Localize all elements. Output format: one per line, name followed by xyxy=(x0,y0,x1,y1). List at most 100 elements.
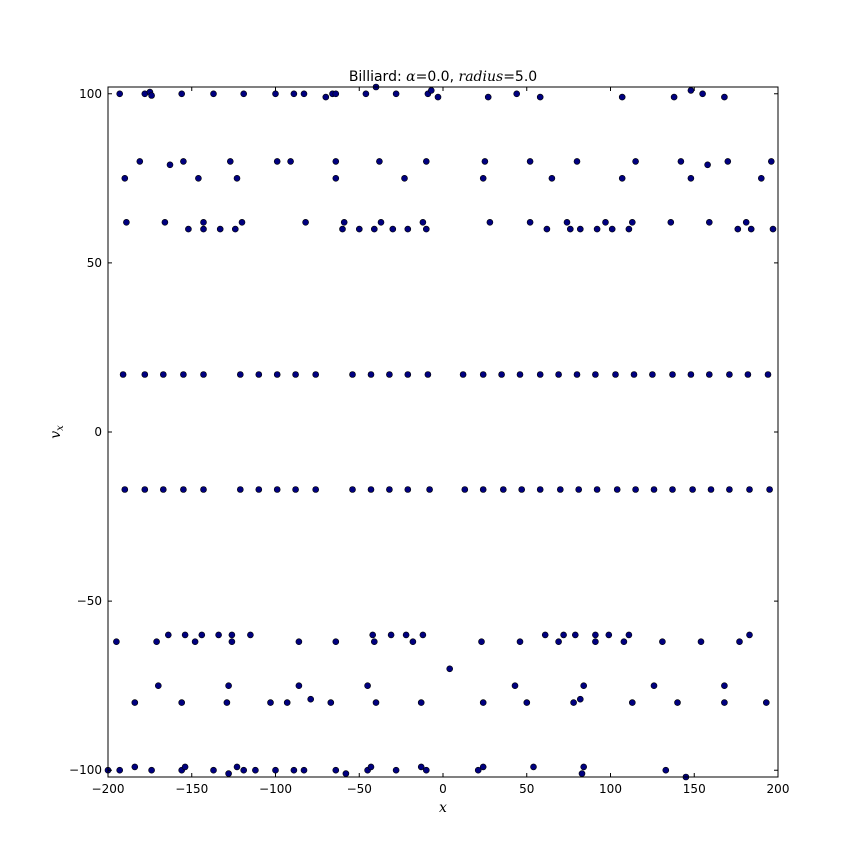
scatter-point-57 xyxy=(200,225,207,233)
scatter-point-106 xyxy=(498,371,505,378)
scatter-point-119 xyxy=(744,371,752,378)
scatter-point-51 xyxy=(724,158,732,165)
scatter-point-81 xyxy=(625,225,633,233)
scatter-point-219 xyxy=(225,770,232,777)
scatter-point-41 xyxy=(479,175,487,182)
scatter-point-24 xyxy=(687,87,695,94)
x-tick-label-3: −50 xyxy=(347,782,372,796)
scatter-point-182 xyxy=(625,631,633,639)
scatter-point-217 xyxy=(181,763,189,771)
scatter-point-98 xyxy=(312,371,320,378)
scatter-point-230 xyxy=(392,766,400,774)
scatter-point-79 xyxy=(602,219,609,226)
scatter-point-36 xyxy=(332,158,340,165)
scatter-point-196 xyxy=(327,699,335,706)
scatter-point-232 xyxy=(422,766,430,774)
scatter-point-197 xyxy=(364,682,371,690)
scatter-point-95 xyxy=(255,371,263,378)
scatter-point-131 xyxy=(349,486,356,493)
scatter-point-145 xyxy=(632,486,639,493)
scatter-point-92 xyxy=(180,371,187,378)
scatter-point-202 xyxy=(523,699,531,706)
scatter-point-99 xyxy=(349,371,356,378)
x-tick-label-7: 150 xyxy=(683,782,706,796)
scatter-point-238 xyxy=(662,766,670,774)
scatter-point-123 xyxy=(160,486,167,493)
scatter-point-73 xyxy=(526,219,534,226)
scatter-point-112 xyxy=(612,371,619,378)
scatter-point-97 xyxy=(292,371,299,378)
scatter-point-200 xyxy=(479,699,487,706)
scatter-point-170 xyxy=(419,631,427,639)
scatter-point-146 xyxy=(650,486,658,493)
scatter-point-201 xyxy=(511,682,519,690)
scatter-point-156 xyxy=(181,631,189,639)
scatter-point-35 xyxy=(287,158,294,165)
title-radius-symbol: radius xyxy=(459,69,504,85)
scatter-point-143 xyxy=(593,486,601,493)
scatter-point-136 xyxy=(461,486,469,493)
scatter-point-199 xyxy=(417,699,425,706)
y-axis-label: vx xyxy=(48,425,66,439)
scatter-point-191 xyxy=(225,682,232,690)
scatter-point-66 xyxy=(370,225,378,233)
scatter-point-124 xyxy=(180,486,187,493)
scatter-point-34 xyxy=(273,158,281,165)
scatter-point-9 xyxy=(300,90,308,98)
scatter-point-151 xyxy=(746,486,753,493)
scatter-point-169 xyxy=(409,638,417,646)
scatter-point-37 xyxy=(332,175,340,182)
x-axis-label: x xyxy=(439,800,447,816)
scatter-point-158 xyxy=(198,631,206,639)
scatter-point-237 xyxy=(580,763,588,771)
y-axis-label-text: v xyxy=(48,431,64,439)
scatter-point-180 xyxy=(605,631,613,639)
scatter-point-84 xyxy=(705,219,713,226)
scatter-point-43 xyxy=(526,158,534,165)
scatter-point-77 xyxy=(576,225,584,233)
scatter-point-21 xyxy=(536,93,544,101)
scatter-point-0 xyxy=(116,90,123,98)
scatter-point-53 xyxy=(767,158,775,165)
scatter-point-220 xyxy=(233,763,241,771)
scatter-point-127 xyxy=(255,486,263,493)
scatter-point-144 xyxy=(613,486,621,493)
scatter-point-142 xyxy=(575,486,583,493)
scatter-point-177 xyxy=(571,631,579,639)
scatter-point-236 xyxy=(578,770,586,777)
scatter-point-184 xyxy=(697,638,705,646)
scatter-point-72 xyxy=(486,219,494,226)
y-tick-label-0: −100 xyxy=(69,763,102,777)
scatter-point-213 xyxy=(116,766,123,774)
scatter-point-45 xyxy=(573,158,581,165)
scatter-point-103 xyxy=(424,371,432,378)
chart-title: Billiard: α=0.0, radius=5.0 xyxy=(349,69,537,85)
scatter-point-19 xyxy=(484,93,492,101)
scatter-point-70 xyxy=(419,219,427,226)
title-alpha-part: =0.0, xyxy=(416,69,459,85)
scatter-point-49 xyxy=(687,175,695,182)
scatter-point-122 xyxy=(141,486,149,493)
scatter-point-50 xyxy=(704,161,711,169)
scatter-point-235 xyxy=(530,763,537,771)
scatter-point-110 xyxy=(573,371,581,378)
scatter-point-91 xyxy=(160,371,167,378)
scatter-point-26 xyxy=(721,93,728,101)
scatter-point-62 xyxy=(302,219,309,226)
scatter-point-13 xyxy=(362,90,370,98)
scatter-point-59 xyxy=(216,225,224,233)
scatter-point-183 xyxy=(659,638,666,646)
scatter-point-89 xyxy=(119,371,127,378)
scatter-point-104 xyxy=(459,371,467,378)
scatter-point-204 xyxy=(576,695,584,703)
scatter-point-94 xyxy=(237,371,244,378)
scatter-point-117 xyxy=(705,371,713,378)
scatter-point-101 xyxy=(386,371,393,378)
scatter-point-32 xyxy=(227,158,234,165)
scatter-point-64 xyxy=(339,225,346,233)
scatter-point-153 xyxy=(113,638,120,646)
scatter-point-198 xyxy=(372,699,380,706)
scatter-point-210 xyxy=(721,682,728,690)
